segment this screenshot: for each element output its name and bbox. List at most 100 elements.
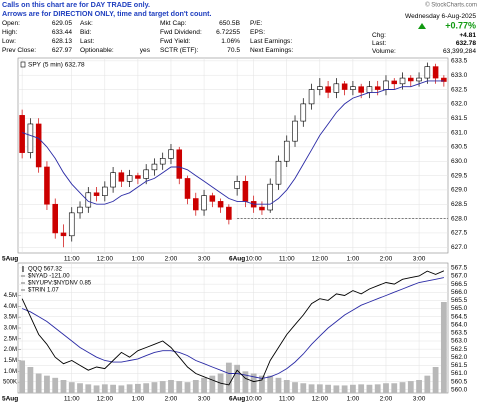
- volume-bar: [27, 367, 34, 393]
- x-tick-label: 3:00: [198, 396, 211, 403]
- volume-bar: [234, 364, 241, 393]
- field-value: 6.72255: [216, 29, 240, 36]
- candle-body: [209, 195, 216, 202]
- candle-body: [242, 181, 249, 202]
- volume-bar: [192, 380, 199, 393]
- field-label: Bid:: [80, 29, 92, 36]
- volume-bar: [159, 381, 166, 393]
- y2-tick-label: 2.5M: [4, 336, 17, 342]
- x-tick-label: 1:00: [347, 256, 360, 263]
- volume-bar: [68, 382, 75, 393]
- candle-body: [399, 77, 406, 85]
- volume-bar: [60, 380, 67, 393]
- candle-body: [408, 77, 414, 82]
- y-tick-label: 566.0: [451, 289, 468, 296]
- candle-body: [275, 160, 282, 185]
- candle-body: [350, 86, 356, 90]
- x-tick-label: 2:00: [380, 396, 393, 403]
- candle-body: [317, 86, 323, 90]
- field-label: EPS:: [250, 29, 265, 36]
- y-tick-label: 566.5: [451, 281, 468, 288]
- volume-bar: [308, 384, 315, 393]
- y-tick-label: 630.0: [451, 158, 468, 165]
- y-tick-label: 628.5: [451, 201, 468, 208]
- volume-bar: [440, 302, 447, 393]
- field-label: High:: [2, 29, 18, 36]
- y-tick-label: 563.0: [451, 338, 468, 345]
- y-tick-label: 627.0: [451, 244, 468, 251]
- volume-bar: [52, 377, 59, 393]
- y-tick-label: 561.5: [451, 362, 468, 369]
- candle-body: [416, 77, 422, 82]
- date: Wednesday 6-Aug-2025: [405, 13, 476, 20]
- y-tick-label: 562.5: [451, 346, 468, 353]
- candle-body: [366, 86, 373, 93]
- volume-bar: [391, 383, 398, 393]
- y-tick-label: 630.5: [451, 144, 468, 151]
- candle-body: [358, 86, 364, 93]
- volume-bar: [176, 381, 183, 393]
- volume-bar: [424, 375, 431, 393]
- field-label: Fwd Yield:: [160, 38, 191, 45]
- y2-tick-label: 1.5M: [4, 358, 17, 364]
- field-label: Volume:: [372, 48, 396, 55]
- x-tick-label: 1:00: [132, 256, 145, 263]
- field-value: +4.81: [459, 32, 476, 39]
- candle-body: [267, 183, 273, 211]
- candle-body: [77, 206, 83, 214]
- field-value: 70.5: [227, 47, 240, 54]
- volume-bar: [407, 381, 414, 393]
- x-tick-label: 11:00: [279, 256, 295, 263]
- field-label: Optionable:: [80, 47, 114, 54]
- y-tick-label: 631.0: [451, 129, 468, 136]
- y-tick-label: 564.5: [451, 313, 468, 320]
- x-tick-label: 11:00: [64, 396, 80, 403]
- y-tick-label: 560.0: [451, 386, 468, 393]
- volume-bar: [44, 375, 50, 393]
- y-tick-label: 629.5: [451, 172, 468, 179]
- volume-bar: [135, 383, 141, 393]
- x-tick-label: 11:00: [279, 396, 295, 403]
- candle-body: [110, 172, 116, 188]
- candle-body: [201, 195, 207, 211]
- x-tick-label: 2:00: [165, 256, 178, 263]
- candle-body: [341, 83, 348, 90]
- y2-tick-label: 3.5M: [4, 315, 17, 321]
- volume-bar: [316, 384, 323, 393]
- x-tick-label: 6Aug: [229, 256, 245, 263]
- volume-bar: [366, 384, 373, 393]
- candle-body: [325, 86, 331, 93]
- legend-icon: [20, 61, 26, 68]
- field-label: Low:: [2, 38, 16, 45]
- legend-label: $NYUPV:$NYDNV 0.85: [28, 281, 92, 287]
- volume-bar: [225, 362, 232, 393]
- candle-body: [19, 115, 25, 153]
- volume-bar: [325, 384, 331, 393]
- y2-tick-label: 2.0M: [4, 347, 17, 353]
- candle-body: [259, 206, 265, 211]
- field-value: 63,399,284: [443, 48, 476, 55]
- legend-label: $TRIN 1.07: [28, 288, 59, 294]
- volume-bar: [35, 373, 42, 393]
- up-arrow: [418, 23, 426, 29]
- volume-bar: [333, 385, 340, 393]
- volume-bar: [374, 384, 381, 393]
- field-value: 633.44: [52, 29, 73, 36]
- volume-bar: [184, 382, 191, 393]
- x-tick-label: 12:00: [312, 256, 329, 263]
- field-label: SCTR (ETF):: [160, 47, 199, 54]
- note: Arrows are for DIRECTION ONLY, time and …: [2, 9, 212, 18]
- volume-bar: [275, 377, 282, 393]
- candle-body: [300, 103, 307, 122]
- field-value: 1.06%: [221, 38, 240, 45]
- field-value: 650.5B: [219, 20, 241, 27]
- candle-body: [159, 158, 166, 165]
- volume-bar: [416, 380, 422, 393]
- field-value: yes: [140, 47, 151, 54]
- field-value: 629.05: [52, 20, 73, 27]
- candle-body: [333, 83, 340, 93]
- volume-bar: [267, 375, 274, 393]
- x-tick-label: 3:00: [413, 256, 426, 263]
- y-tick-label: 633.5: [451, 58, 468, 65]
